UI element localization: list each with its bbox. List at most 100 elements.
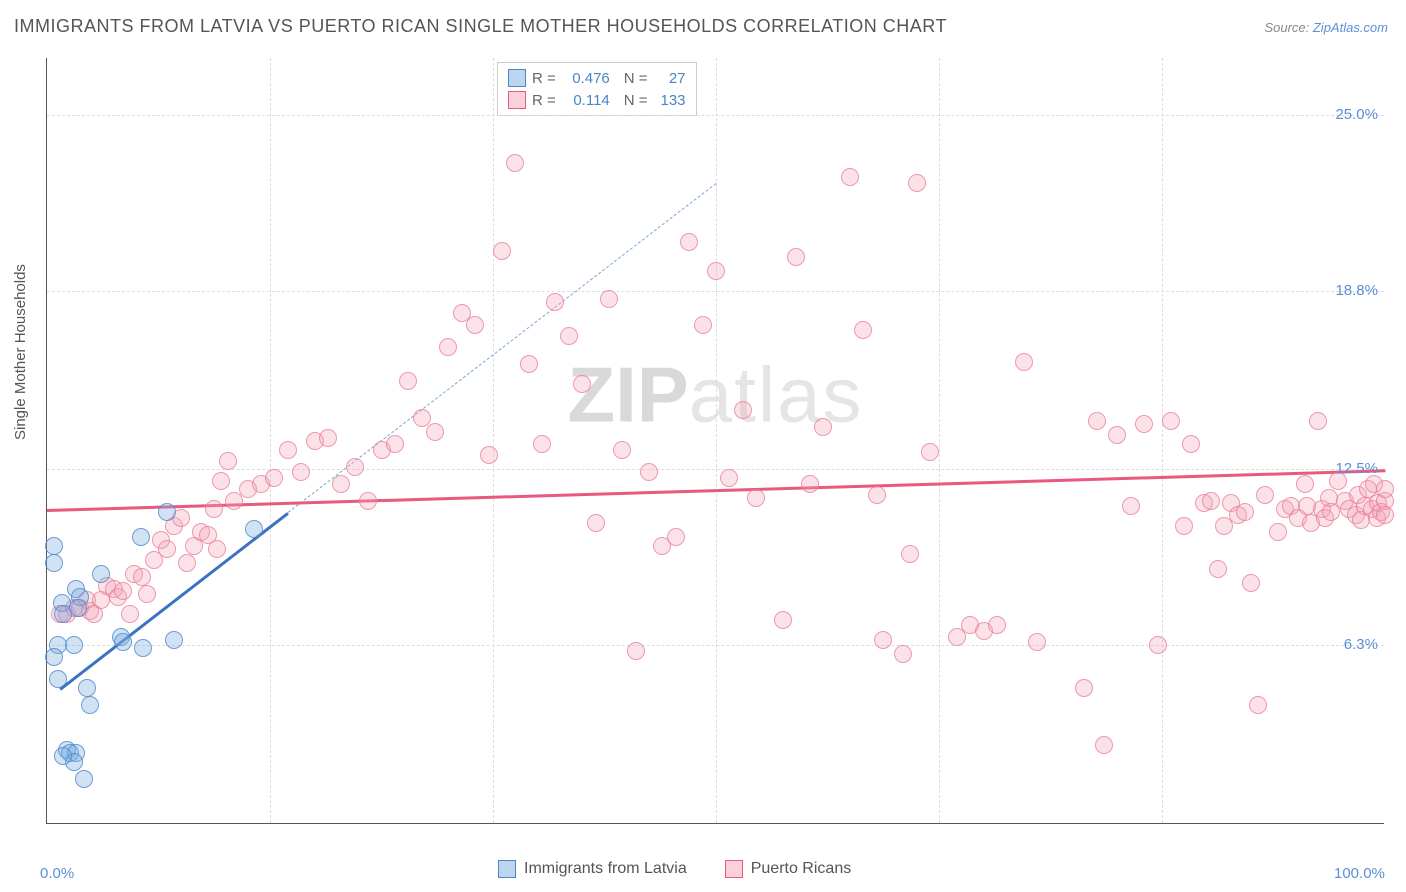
scatter-point — [854, 321, 872, 339]
scatter-point — [868, 486, 886, 504]
scatter-point — [694, 316, 712, 334]
scatter-point — [219, 452, 237, 470]
scatter-point — [1249, 696, 1267, 714]
scatter-point — [92, 565, 110, 583]
scatter-point — [747, 489, 765, 507]
scatter-point — [332, 475, 350, 493]
legend-item-blue: Immigrants from Latvia — [498, 860, 687, 878]
scatter-point — [627, 642, 645, 660]
scatter-point — [208, 540, 226, 558]
r-value: 0.476 — [562, 70, 610, 87]
scatter-point — [81, 696, 99, 714]
scatter-point — [921, 443, 939, 461]
scatter-point — [1149, 636, 1167, 654]
swatch-blue-icon — [498, 860, 516, 878]
scatter-point — [774, 611, 792, 629]
y-tick-label: 6.3% — [1344, 636, 1378, 653]
gridline-v — [1162, 58, 1163, 823]
legend-label: Puerto Ricans — [751, 860, 852, 878]
watermark-atlas: atlas — [689, 350, 864, 438]
scatter-point — [1015, 353, 1033, 371]
scatter-point — [121, 605, 139, 623]
r-label: R = — [532, 70, 556, 87]
scatter-point — [245, 520, 263, 538]
y-axis-label: Single Mother Households — [12, 264, 29, 440]
scatter-point — [1376, 480, 1394, 498]
n-label: N = — [624, 70, 648, 87]
n-label: N = — [624, 92, 648, 109]
scatter-point — [1075, 679, 1093, 697]
scatter-point — [413, 409, 431, 427]
scatter-point — [165, 631, 183, 649]
source-link[interactable]: ZipAtlas.com — [1313, 20, 1388, 35]
scatter-point — [1309, 412, 1327, 430]
stats-row-blue: R = 0.476 N = 27 — [508, 67, 686, 89]
scatter-point — [319, 429, 337, 447]
swatch-pink-icon — [725, 860, 743, 878]
scatter-point — [279, 441, 297, 459]
source-attribution: Source: ZipAtlas.com — [1264, 20, 1388, 35]
scatter-point — [1135, 415, 1153, 433]
x-tick-label: 0.0% — [40, 865, 74, 882]
scatter-point — [132, 528, 150, 546]
scatter-point — [45, 537, 63, 555]
r-label: R = — [532, 92, 556, 109]
scatter-point — [707, 262, 725, 280]
scatter-point — [1202, 492, 1220, 510]
scatter-point — [75, 770, 93, 788]
legend-item-pink: Puerto Ricans — [725, 860, 852, 878]
scatter-point — [1269, 523, 1287, 541]
scatter-point — [1162, 412, 1180, 430]
watermark-zip: ZIP — [567, 350, 688, 438]
y-tick-label: 18.8% — [1335, 282, 1378, 299]
scatter-point — [901, 545, 919, 563]
scatter-point — [573, 375, 591, 393]
scatter-point — [178, 554, 196, 572]
scatter-point — [399, 372, 417, 390]
scatter-point — [720, 469, 738, 487]
chart-title: IMMIGRANTS FROM LATVIA VS PUERTO RICAN S… — [14, 16, 947, 37]
scatter-point — [1242, 574, 1260, 592]
scatter-point — [54, 747, 72, 765]
scatter-point — [480, 446, 498, 464]
scatter-point — [1108, 426, 1126, 444]
scatter-point — [45, 554, 63, 572]
scatter-point — [506, 154, 524, 172]
scatter-point — [346, 458, 364, 476]
scatter-point — [359, 492, 377, 510]
scatter-point — [560, 327, 578, 345]
scatter-point — [439, 338, 457, 356]
scatter-point — [587, 514, 605, 532]
source-label: Source: — [1264, 20, 1312, 35]
scatter-point — [894, 645, 912, 663]
scatter-point — [787, 248, 805, 266]
scatter-point — [138, 585, 156, 603]
scatter-point — [667, 528, 685, 546]
scatter-point — [78, 679, 96, 697]
scatter-point — [1095, 736, 1113, 754]
scatter-point — [133, 568, 151, 586]
scatter-point — [114, 633, 132, 651]
scatter-point — [426, 423, 444, 441]
y-tick-label: 12.5% — [1335, 460, 1378, 477]
scatter-point — [493, 242, 511, 260]
scatter-point — [600, 290, 618, 308]
plot-area: ZIPatlas R = 0.476 N = 27 R = 0.114 N = … — [46, 58, 1384, 824]
scatter-point — [640, 463, 658, 481]
scatter-point — [988, 616, 1006, 634]
scatter-point — [54, 605, 72, 623]
scatter-point — [734, 401, 752, 419]
r-value: 0.114 — [562, 92, 610, 109]
x-tick-label: 100.0% — [1334, 865, 1385, 882]
y-tick-label: 25.0% — [1335, 106, 1378, 123]
scatter-point — [49, 670, 67, 688]
scatter-point — [1256, 486, 1274, 504]
stats-legend-box: R = 0.476 N = 27 R = 0.114 N = 133 — [497, 62, 697, 116]
scatter-point — [533, 435, 551, 453]
stats-row-pink: R = 0.114 N = 133 — [508, 89, 686, 111]
scatter-point — [874, 631, 892, 649]
bottom-legend: Immigrants from Latvia Puerto Ricans — [498, 860, 851, 878]
gridline-v — [939, 58, 940, 823]
n-value: 27 — [654, 70, 686, 87]
scatter-point — [680, 233, 698, 251]
